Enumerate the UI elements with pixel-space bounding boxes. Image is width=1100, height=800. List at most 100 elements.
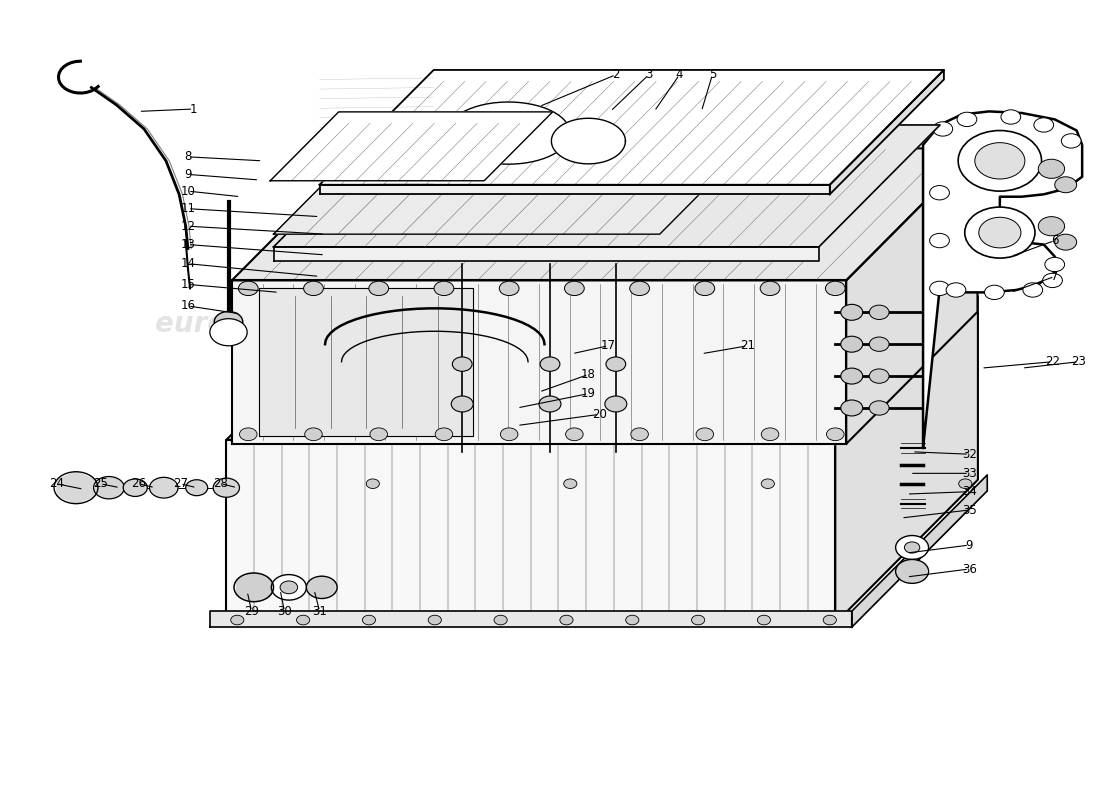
Polygon shape xyxy=(227,296,978,440)
Circle shape xyxy=(760,282,780,295)
Circle shape xyxy=(959,479,972,489)
Polygon shape xyxy=(308,582,322,593)
Circle shape xyxy=(904,542,920,553)
Polygon shape xyxy=(274,149,745,234)
Circle shape xyxy=(840,400,862,416)
Circle shape xyxy=(210,318,248,346)
Circle shape xyxy=(123,479,147,497)
Polygon shape xyxy=(912,566,926,578)
Text: 19: 19 xyxy=(581,387,596,400)
Text: 26: 26 xyxy=(131,478,146,490)
Text: 13: 13 xyxy=(180,238,196,251)
Polygon shape xyxy=(274,247,818,262)
Polygon shape xyxy=(898,571,912,583)
Circle shape xyxy=(823,615,836,625)
Text: 34: 34 xyxy=(961,485,977,498)
Circle shape xyxy=(1001,110,1021,124)
Circle shape xyxy=(240,428,257,441)
Text: 9: 9 xyxy=(966,538,972,551)
Text: 24: 24 xyxy=(48,478,64,490)
Circle shape xyxy=(560,615,573,625)
Circle shape xyxy=(869,305,889,319)
Text: 35: 35 xyxy=(961,503,977,517)
Polygon shape xyxy=(57,488,76,504)
Polygon shape xyxy=(308,587,322,598)
Circle shape xyxy=(840,336,862,352)
Circle shape xyxy=(630,428,648,441)
Text: 28: 28 xyxy=(213,478,229,490)
Polygon shape xyxy=(164,478,178,488)
Polygon shape xyxy=(835,296,978,623)
Polygon shape xyxy=(232,281,846,444)
Text: eurospares: eurospares xyxy=(594,310,769,338)
Circle shape xyxy=(825,282,845,295)
Polygon shape xyxy=(322,587,335,598)
Text: 32: 32 xyxy=(961,448,977,461)
Polygon shape xyxy=(210,611,851,627)
Polygon shape xyxy=(912,571,926,583)
Text: 2: 2 xyxy=(612,68,619,82)
Circle shape xyxy=(436,428,453,441)
Text: 36: 36 xyxy=(961,562,977,575)
Text: 17: 17 xyxy=(601,339,616,352)
Circle shape xyxy=(186,480,208,496)
Circle shape xyxy=(368,282,388,295)
Polygon shape xyxy=(254,573,271,587)
Circle shape xyxy=(1055,234,1077,250)
Circle shape xyxy=(565,428,583,441)
Polygon shape xyxy=(923,111,1082,448)
Polygon shape xyxy=(232,148,978,281)
Text: 3: 3 xyxy=(645,68,652,82)
Polygon shape xyxy=(236,573,254,587)
Text: 27: 27 xyxy=(173,478,188,490)
Polygon shape xyxy=(274,125,940,247)
Circle shape xyxy=(304,282,323,295)
Polygon shape xyxy=(322,582,335,593)
Circle shape xyxy=(539,396,561,412)
Text: 9: 9 xyxy=(184,168,191,181)
Polygon shape xyxy=(254,587,271,602)
Circle shape xyxy=(933,122,953,136)
Text: 33: 33 xyxy=(961,467,977,480)
Circle shape xyxy=(930,186,949,200)
Polygon shape xyxy=(76,488,95,504)
Circle shape xyxy=(1062,134,1081,148)
Text: 30: 30 xyxy=(277,605,292,618)
Circle shape xyxy=(957,112,977,126)
Circle shape xyxy=(895,535,928,559)
Circle shape xyxy=(434,282,454,295)
Circle shape xyxy=(499,282,519,295)
Text: eurospares: eurospares xyxy=(427,306,673,343)
Polygon shape xyxy=(156,488,170,497)
Text: 15: 15 xyxy=(180,278,196,291)
Circle shape xyxy=(761,428,779,441)
Circle shape xyxy=(452,357,472,371)
Circle shape xyxy=(692,615,705,625)
Text: 10: 10 xyxy=(180,185,196,198)
Circle shape xyxy=(370,428,387,441)
Circle shape xyxy=(869,369,889,383)
Circle shape xyxy=(280,581,298,594)
Polygon shape xyxy=(320,70,944,185)
Circle shape xyxy=(605,396,627,412)
Circle shape xyxy=(1043,274,1063,287)
Polygon shape xyxy=(322,576,335,587)
Circle shape xyxy=(975,142,1025,179)
Circle shape xyxy=(869,337,889,351)
Circle shape xyxy=(840,304,862,320)
Text: 6: 6 xyxy=(1050,234,1058,247)
Text: eurospares: eurospares xyxy=(155,310,330,338)
Circle shape xyxy=(231,615,244,625)
Circle shape xyxy=(629,282,649,295)
Text: 16: 16 xyxy=(180,299,196,313)
Polygon shape xyxy=(150,478,164,488)
Circle shape xyxy=(494,615,507,625)
Polygon shape xyxy=(156,478,170,488)
Text: 20: 20 xyxy=(592,408,607,421)
Circle shape xyxy=(563,479,576,489)
Text: 14: 14 xyxy=(180,257,196,270)
Circle shape xyxy=(451,396,473,412)
Circle shape xyxy=(94,477,124,499)
Polygon shape xyxy=(551,118,626,164)
Text: 25: 25 xyxy=(92,478,108,490)
